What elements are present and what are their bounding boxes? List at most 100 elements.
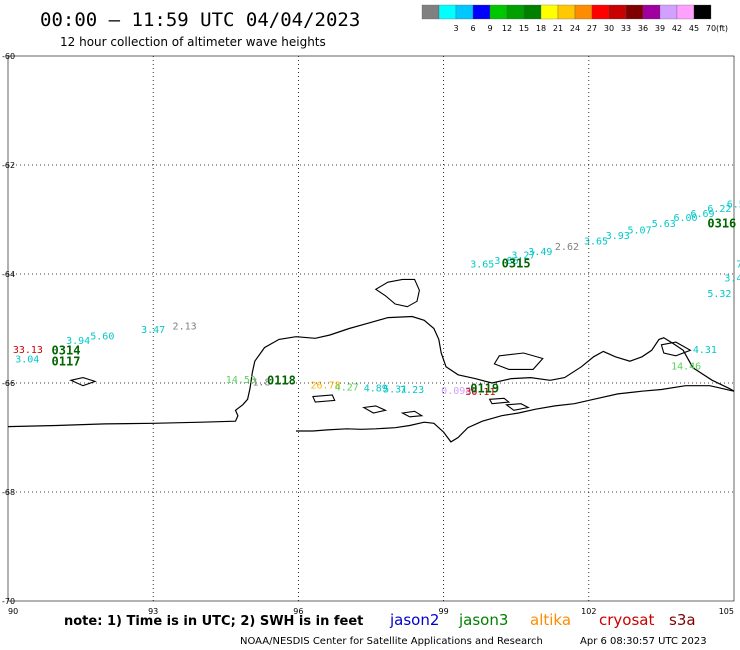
colorbar-swatch	[625, 4, 644, 20]
wave-height-label: 30.11	[465, 387, 495, 398]
colorbar-tick-label: 21	[553, 24, 563, 33]
colorbar-tick-label: 15	[519, 24, 529, 33]
wave-height-label: 6.22	[707, 204, 731, 215]
colorbar-swatch	[642, 4, 661, 20]
wave-height-label: 3.04	[15, 354, 39, 365]
x-tick-label: 90	[8, 607, 18, 616]
island-6	[505, 403, 530, 411]
wave-height-label: 5.60	[90, 331, 114, 342]
chart-title: 00:00 – 11:59 UTC 04/04/2023	[40, 9, 360, 31]
colorbar-tick-label: 45	[689, 24, 699, 33]
wave-height-label: 3.46	[724, 274, 740, 285]
colorbar-swatch	[506, 4, 525, 20]
x-tick-label: 96	[293, 607, 303, 616]
wave-height-label: 4.31	[693, 345, 717, 356]
timestamp-text: Apr 6 08:30:57 UTC 2023	[580, 636, 707, 647]
main-shelf-coastline	[7, 315, 735, 428]
colorbar-swatch	[574, 4, 593, 20]
wave-height-label: 7.23	[400, 385, 424, 396]
colorbar-swatch	[608, 4, 627, 20]
pass-time-label: 0118	[267, 374, 296, 388]
wave-height-label: 14.53	[226, 375, 256, 386]
wave-height-label: 7.51	[736, 259, 740, 270]
colorbar-swatch	[676, 4, 695, 20]
colorbar-swatch	[557, 4, 576, 20]
colorbar-swatch	[472, 4, 491, 20]
x-tick-label: 105	[719, 607, 734, 616]
wave-height-label: 5.31	[383, 384, 407, 395]
colorbar-tick-label: 39	[655, 24, 665, 33]
ice-front-coastline	[296, 385, 735, 443]
colorbar-swatch	[591, 4, 610, 20]
wave-height-label: 2.62	[555, 242, 579, 253]
colorbar-tick-label: 70	[706, 24, 716, 33]
island-4	[660, 341, 692, 357]
wave-height-label: 0.0983	[441, 386, 477, 397]
island-7	[400, 410, 424, 418]
wave-height-label: 3.86	[494, 256, 518, 267]
wave-height-label: 3.27	[511, 251, 535, 262]
pass-time-label: 0119	[470, 381, 499, 395]
chart-subtitle: 12 hour collection of altimeter wave hei…	[60, 35, 326, 49]
wave-height-label: 3.94	[66, 336, 90, 347]
y-tick-label: -66	[2, 379, 15, 388]
y-tick-label: -70	[2, 597, 15, 606]
colorbar-tick-label: 36	[638, 24, 648, 33]
wave-height-label: 4.27	[335, 383, 359, 394]
legend-altika: altika	[530, 611, 571, 629]
colorbar-swatch	[523, 4, 542, 20]
colorbar-tick-label: 42	[672, 24, 682, 33]
island-1	[374, 278, 420, 308]
wave-height-label: 6.00	[674, 213, 698, 224]
y-axis-ticks: -60 -62 -64 -66 -68 -70	[2, 52, 15, 606]
legend-jason3: jason3	[458, 611, 508, 629]
pass-time-label: 0316	[707, 217, 736, 231]
colorbar-tick-label: 18	[536, 24, 546, 33]
legend-s3a: s3a	[669, 611, 696, 629]
island-8	[312, 394, 336, 403]
colorbar-tick-label: 33	[621, 24, 631, 33]
colorbar-swatch	[540, 4, 559, 20]
plot-frame	[7, 55, 735, 602]
wave-height-label: 3.49	[528, 247, 552, 258]
colorbar-swatch	[693, 4, 712, 20]
wave-height-label: 5.32	[707, 289, 731, 300]
colorbar-legend: 3 6 9 12 15 18 21 24 27 30 33 36 39 42 45 70	[421, 4, 716, 33]
x-tick-label: 93	[148, 607, 158, 616]
island-9	[488, 397, 511, 405]
y-tick-label: -60	[2, 52, 15, 61]
island-5	[362, 405, 388, 414]
colorbar-unit-label: (ft)	[716, 24, 728, 33]
coastline	[7, 278, 735, 443]
wave-height-label: 3.65	[470, 259, 494, 270]
pass-time-label: 0315	[502, 256, 531, 270]
wave-height-label: 5.07	[628, 226, 652, 237]
y-tick-label: -68	[2, 488, 15, 497]
colorbar-swatch	[455, 4, 474, 20]
island-3	[493, 352, 544, 370]
colorbar-tick-label: 24	[570, 24, 580, 33]
colorbar-swatch	[438, 4, 457, 20]
colorbar-tick-label: 9	[487, 24, 492, 33]
x-axis-ticks: 90 93 96 99 102 105	[8, 607, 734, 616]
credit-text: NOAA/NESDIS Center for Satellite Applica…	[240, 636, 543, 647]
x-tick-label: 99	[439, 607, 449, 616]
wave-height-label: 26.78	[311, 380, 341, 391]
colorbar-swatch	[489, 4, 508, 20]
colorbar-tick-label: 12	[502, 24, 512, 33]
y-tick-label: -62	[2, 161, 15, 170]
legend-cryosat: cryosat	[599, 611, 654, 629]
wave-height-label: 3.65	[584, 237, 608, 248]
x-tick-label: 102	[581, 607, 596, 616]
wave-height-label: 14.46	[671, 361, 701, 372]
wave-height-label: 33.13	[13, 345, 43, 356]
wave-height-label: 3.47	[141, 325, 165, 336]
island-2	[69, 377, 97, 387]
colorbar-tick-label: 27	[587, 24, 597, 33]
colorbar-swatch	[659, 4, 678, 20]
wave-height-label: 6.69	[690, 209, 714, 220]
colorbar-swatch	[421, 4, 440, 20]
colorbar-tick-label: 3	[453, 24, 458, 33]
